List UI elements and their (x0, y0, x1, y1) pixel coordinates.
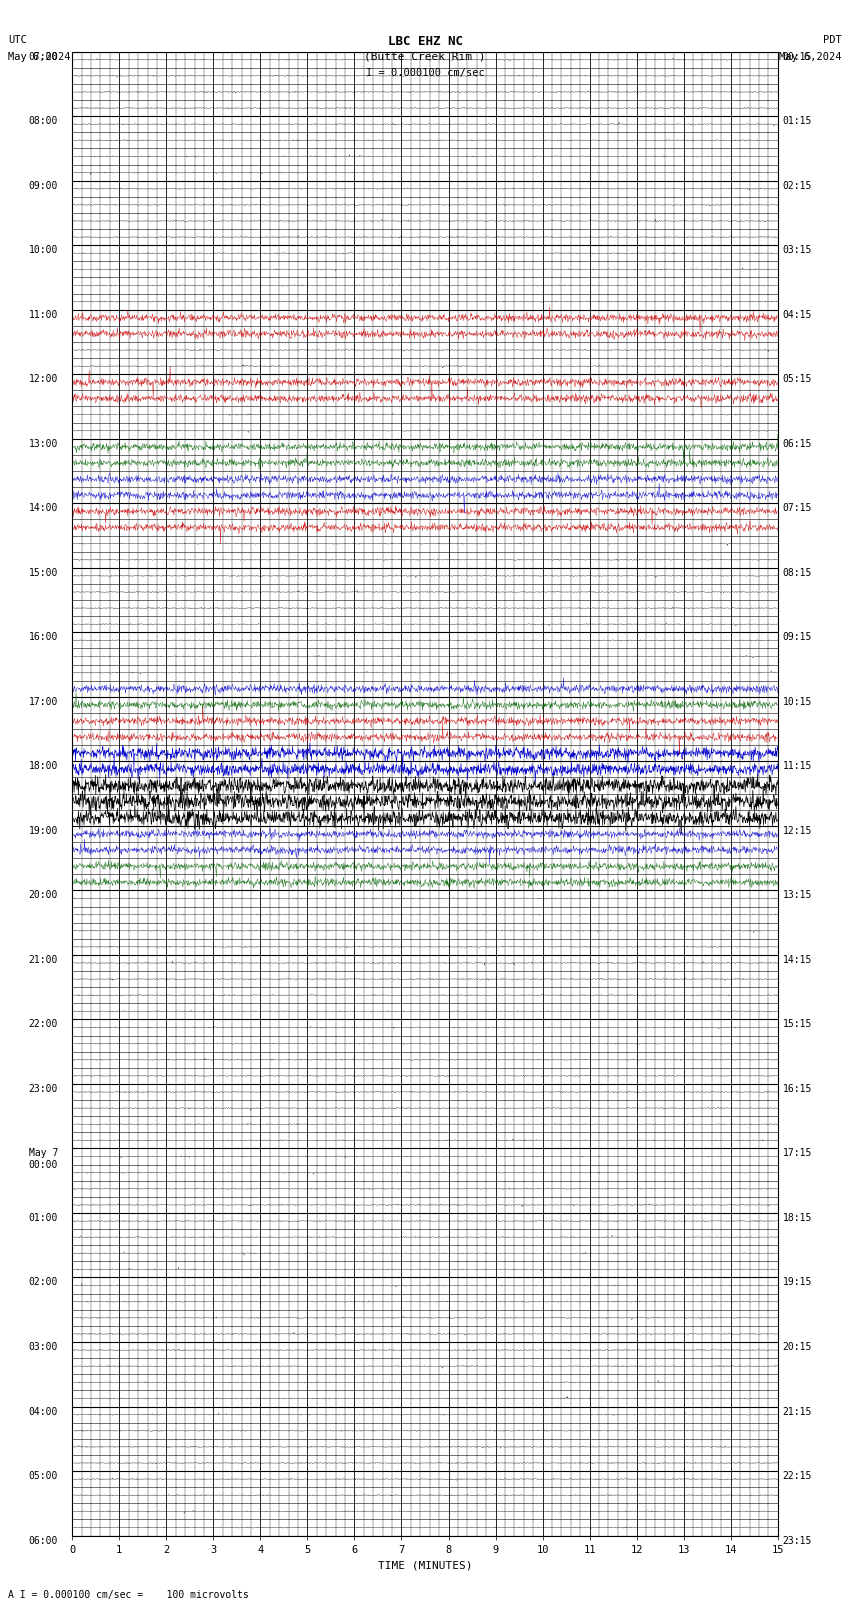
Text: UTC: UTC (8, 35, 27, 45)
Text: PDT: PDT (823, 35, 842, 45)
Text: 05:00: 05:00 (29, 1471, 58, 1481)
Text: 03:00: 03:00 (29, 1342, 58, 1352)
Text: 10:00: 10:00 (29, 245, 58, 255)
Text: 16:15: 16:15 (783, 1084, 812, 1094)
Text: 12:15: 12:15 (783, 826, 812, 836)
Text: 18:15: 18:15 (783, 1213, 812, 1223)
Text: I = 0.000100 cm/sec: I = 0.000100 cm/sec (366, 68, 484, 77)
Text: 21:00: 21:00 (29, 955, 58, 965)
Text: 08:00: 08:00 (29, 116, 58, 126)
Text: 09:15: 09:15 (783, 632, 812, 642)
Text: A I = 0.000100 cm/sec =    100 microvolts: A I = 0.000100 cm/sec = 100 microvolts (8, 1590, 249, 1600)
Text: 11:15: 11:15 (783, 761, 812, 771)
Text: 11:00: 11:00 (29, 310, 58, 319)
Text: 07:15: 07:15 (783, 503, 812, 513)
Text: 13:15: 13:15 (783, 890, 812, 900)
Text: 12:00: 12:00 (29, 374, 58, 384)
Text: 22:15: 22:15 (783, 1471, 812, 1481)
Text: 14:00: 14:00 (29, 503, 58, 513)
Text: 02:00: 02:00 (29, 1277, 58, 1287)
Text: 20:00: 20:00 (29, 890, 58, 900)
Text: 06:15: 06:15 (783, 439, 812, 448)
Text: 09:00: 09:00 (29, 181, 58, 190)
Text: 07:00: 07:00 (29, 52, 58, 61)
Text: 05:15: 05:15 (783, 374, 812, 384)
Text: May 7
00:00: May 7 00:00 (29, 1148, 58, 1169)
Text: 17:00: 17:00 (29, 697, 58, 706)
Text: 04:15: 04:15 (783, 310, 812, 319)
Text: (Butte Creek Rim ): (Butte Creek Rim ) (365, 52, 485, 61)
Text: 04:00: 04:00 (29, 1407, 58, 1416)
Text: May 6,2024: May 6,2024 (779, 52, 842, 61)
Text: 20:15: 20:15 (783, 1342, 812, 1352)
Text: May 6,2024: May 6,2024 (8, 52, 71, 61)
Text: 14:15: 14:15 (783, 955, 812, 965)
Text: 22:00: 22:00 (29, 1019, 58, 1029)
Text: 08:15: 08:15 (783, 568, 812, 577)
Text: 01:15: 01:15 (783, 116, 812, 126)
Text: 23:00: 23:00 (29, 1084, 58, 1094)
Text: 15:00: 15:00 (29, 568, 58, 577)
X-axis label: TIME (MINUTES): TIME (MINUTES) (377, 1560, 473, 1569)
Text: 03:15: 03:15 (783, 245, 812, 255)
Text: LBC EHZ NC: LBC EHZ NC (388, 35, 462, 48)
Text: 16:00: 16:00 (29, 632, 58, 642)
Text: 19:15: 19:15 (783, 1277, 812, 1287)
Text: 00:15: 00:15 (783, 52, 812, 61)
Text: 17:15: 17:15 (783, 1148, 812, 1158)
Text: 01:00: 01:00 (29, 1213, 58, 1223)
Text: 02:15: 02:15 (783, 181, 812, 190)
Text: 23:15: 23:15 (783, 1536, 812, 1545)
Text: 18:00: 18:00 (29, 761, 58, 771)
Text: 19:00: 19:00 (29, 826, 58, 836)
Text: 15:15: 15:15 (783, 1019, 812, 1029)
Text: 21:15: 21:15 (783, 1407, 812, 1416)
Text: 13:00: 13:00 (29, 439, 58, 448)
Text: 10:15: 10:15 (783, 697, 812, 706)
Text: 06:00: 06:00 (29, 1536, 58, 1545)
